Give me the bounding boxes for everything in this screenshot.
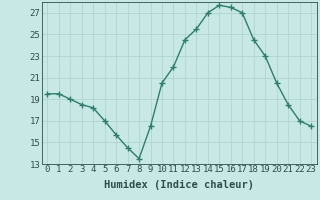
X-axis label: Humidex (Indice chaleur): Humidex (Indice chaleur) (104, 180, 254, 190)
